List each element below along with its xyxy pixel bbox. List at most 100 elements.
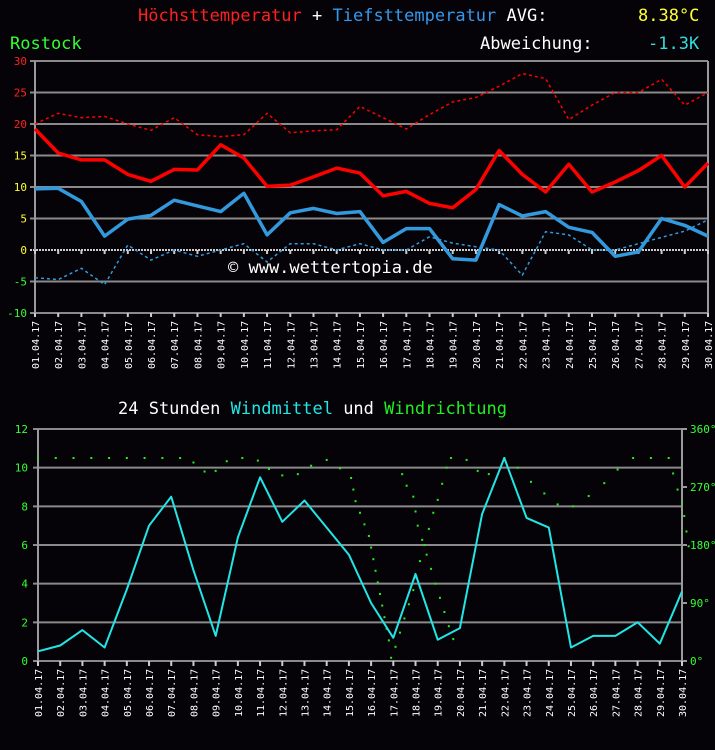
direction-dot [203, 470, 206, 473]
direction-dot [325, 458, 328, 461]
direction-dot [423, 544, 426, 546]
direction-dot [416, 524, 419, 527]
title-min: Tiefsttemperatur [332, 6, 497, 26]
direction-dot [374, 569, 377, 572]
direction-dot [421, 538, 424, 541]
direction-dot [445, 466, 448, 469]
direction-dot [372, 558, 375, 561]
x-tick-label: 27.04.17 [634, 321, 645, 369]
x-tick-label: 16.04.17 [367, 669, 378, 717]
x-tick-label: 25.04.17 [588, 321, 599, 369]
x-tick-label: 13.04.17 [309, 321, 320, 369]
direction-dot [414, 576, 417, 579]
reference-line [34, 219, 709, 286]
x-tick-label: 22.04.17 [500, 669, 511, 717]
avg-value: 8.38°C [638, 6, 700, 26]
direction-dot [387, 639, 390, 642]
x-tick-label: 15.04.17 [345, 669, 356, 717]
x-tick-label: 12.04.17 [278, 669, 289, 717]
x-tick-label: 05.04.17 [124, 321, 135, 369]
direction-dot [418, 560, 421, 563]
x-tick-label: 17.04.17 [402, 321, 413, 369]
direction-dot [572, 505, 575, 508]
x-tick-label: 24.04.17 [565, 321, 576, 369]
x-tick-label: 01.04.17 [34, 669, 45, 717]
direction-dot [267, 467, 270, 470]
y2-tick-label: 270° [690, 481, 715, 494]
x-tick-label: 13.04.17 [300, 669, 311, 717]
x-tick-label: 03.04.17 [78, 669, 89, 717]
y-tick-label: 6 [21, 539, 28, 552]
direction-dot [363, 523, 366, 526]
x-tick-label: 26.04.17 [611, 321, 622, 369]
direction-dot [516, 466, 519, 469]
direction-dot [339, 467, 342, 470]
y-tick-label: -10 [7, 307, 27, 320]
temperature-line [33, 127, 710, 210]
x-tick-label: 17.04.17 [389, 669, 400, 717]
x-tick-label: 21.04.17 [495, 321, 506, 369]
x-tick-label: 23.04.17 [523, 669, 534, 717]
direction-dot [681, 501, 683, 504]
direction-dot [281, 474, 284, 477]
y-tick-label: 10 [15, 462, 28, 475]
direction-dot [412, 495, 415, 498]
direction-dot [436, 498, 439, 501]
y-tick-label: 30 [14, 55, 27, 68]
y-tick-label: 4 [21, 578, 28, 591]
direction-dot [414, 510, 417, 513]
direction-dot [398, 631, 401, 634]
x-tick-label: 15.04.17 [356, 321, 367, 369]
x-tick-label: 09.04.17 [217, 321, 228, 369]
direction-dot [401, 473, 404, 476]
direction-dot [427, 527, 430, 530]
x-tick-label: 11.04.17 [263, 321, 274, 369]
temperature-line [34, 186, 709, 262]
direction-dot [225, 460, 228, 463]
direction-dot [407, 603, 410, 606]
direction-dot [367, 534, 370, 537]
direction-dot [616, 468, 619, 471]
direction-dot [350, 476, 353, 479]
x-tick-label: 06.04.17 [147, 321, 158, 369]
direction-dot [603, 482, 606, 485]
direction-dot [37, 457, 39, 459]
x-tick-label: 07.04.17 [167, 669, 178, 717]
wind-speed-line [37, 457, 683, 653]
x-tick-label: 28.04.17 [658, 321, 669, 369]
direction-dot [90, 457, 93, 459]
direction-dot [443, 611, 446, 614]
direction-dot [487, 473, 490, 476]
x-tick-label: 10.04.17 [234, 669, 245, 717]
x-tick-label: 03.04.17 [77, 321, 88, 369]
x-tick-label: 12.04.17 [286, 321, 297, 369]
x-tick-label: 29.04.17 [656, 669, 667, 717]
x-tick-label: 04.04.17 [101, 669, 112, 717]
y2-tick-label: 360° [690, 423, 715, 436]
direction-dot [556, 503, 559, 506]
x-tick-label: 02.04.17 [54, 321, 65, 369]
direction-dot [179, 457, 182, 459]
direction-dot [441, 482, 444, 485]
direction-dot [381, 604, 384, 607]
y-tick-label: 15 [14, 150, 27, 163]
x-tick-label: 27.04.17 [611, 669, 622, 717]
x-tick-label: 30.04.17 [704, 321, 715, 369]
direction-dot [450, 457, 453, 459]
x-tick-label: 22.04.17 [518, 321, 529, 369]
direction-dot [687, 545, 690, 548]
direction-dot [359, 511, 361, 514]
x-tick-label: 09.04.17 [212, 669, 223, 717]
direction-dot [354, 500, 357, 503]
x-tick-label: 24.04.17 [545, 669, 556, 717]
x-tick-label: 25.04.17 [567, 669, 578, 717]
direction-dot [378, 592, 381, 595]
direction-dot [72, 457, 75, 459]
x-tick-label: 14.04.17 [323, 669, 334, 717]
wind-chart-title: 24 Stunden Windmittel und Windrichtung [118, 399, 507, 419]
direction-dot [676, 488, 679, 491]
x-tick-label: 06.04.17 [145, 669, 156, 717]
direction-dot [403, 617, 406, 620]
y-tick-label: 0 [20, 244, 27, 257]
